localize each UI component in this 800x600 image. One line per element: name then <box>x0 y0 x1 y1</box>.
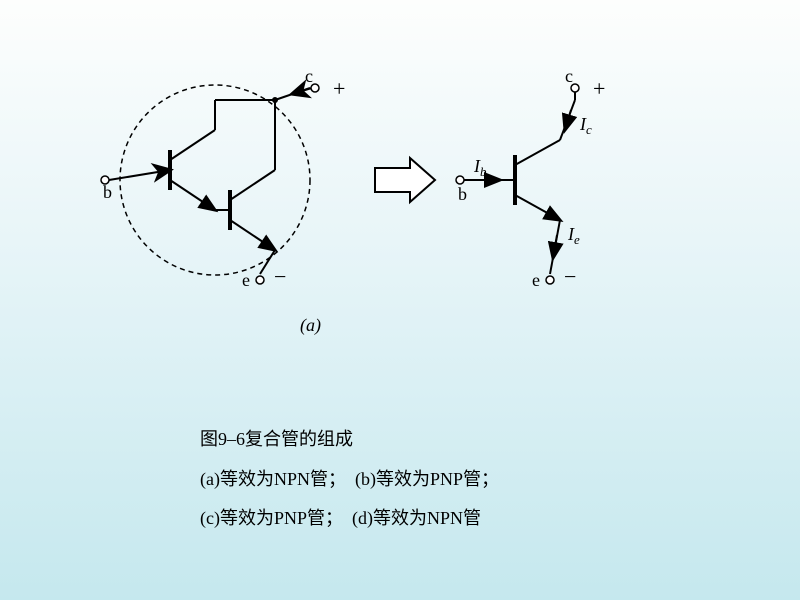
diagram-svg: b c + e − b Ib c + Ic e <box>100 60 700 340</box>
caption-line-2: (a)等效为NPN管； (b)等效为PNP管； <box>200 460 600 500</box>
label-c-left: c <box>305 66 313 86</box>
label-ic: Ic <box>579 114 592 137</box>
caption-a: (a)等效为NPN管； <box>200 469 346 489</box>
label-e-right: e <box>532 270 540 290</box>
caption-b: (b)等效为PNP管； <box>355 469 499 489</box>
t1-emitter <box>170 180 215 210</box>
arrow-ie <box>553 235 557 258</box>
label-e-left: e <box>242 270 250 290</box>
equiv-arrow <box>375 158 435 202</box>
terminal-b-right <box>456 176 464 184</box>
sign-minus-right: − <box>564 264 576 289</box>
arrow-ic <box>565 110 571 130</box>
sign-minus-left: − <box>274 264 286 289</box>
label-ib: Ib <box>473 156 487 179</box>
label-b-right: b <box>458 184 467 204</box>
caption-line-3: (c)等效为PNP管； (d)等效为NPN管 <box>200 499 600 539</box>
t-emitter-right <box>515 195 560 220</box>
t-collector-right <box>515 140 560 165</box>
caption-c: (c)等效为PNP管； <box>200 508 343 528</box>
caption-title: 图9–6复合管的组成 <box>200 420 600 460</box>
t2-emitter <box>230 220 275 250</box>
terminal-e-left <box>256 276 264 284</box>
subfigure-label: (a) <box>300 315 321 336</box>
caption-d: (d)等效为NPN管 <box>352 508 481 528</box>
sign-plus-right: + <box>593 76 605 101</box>
t2-collector <box>230 170 275 200</box>
wire-b-to-t1 <box>109 170 170 180</box>
label-c-right: c <box>565 66 573 86</box>
t1-collector <box>170 130 215 160</box>
figure-caption: 图9–6复合管的组成 (a)等效为NPN管； (b)等效为PNP管； (c)等效… <box>200 420 600 539</box>
sign-plus-left: + <box>333 76 345 101</box>
terminal-e-right <box>546 276 554 284</box>
circuit-diagram: b c + e − b Ib c + Ic e <box>100 60 700 340</box>
label-ie: Ie <box>567 224 580 247</box>
label-b-left: b <box>103 182 112 202</box>
